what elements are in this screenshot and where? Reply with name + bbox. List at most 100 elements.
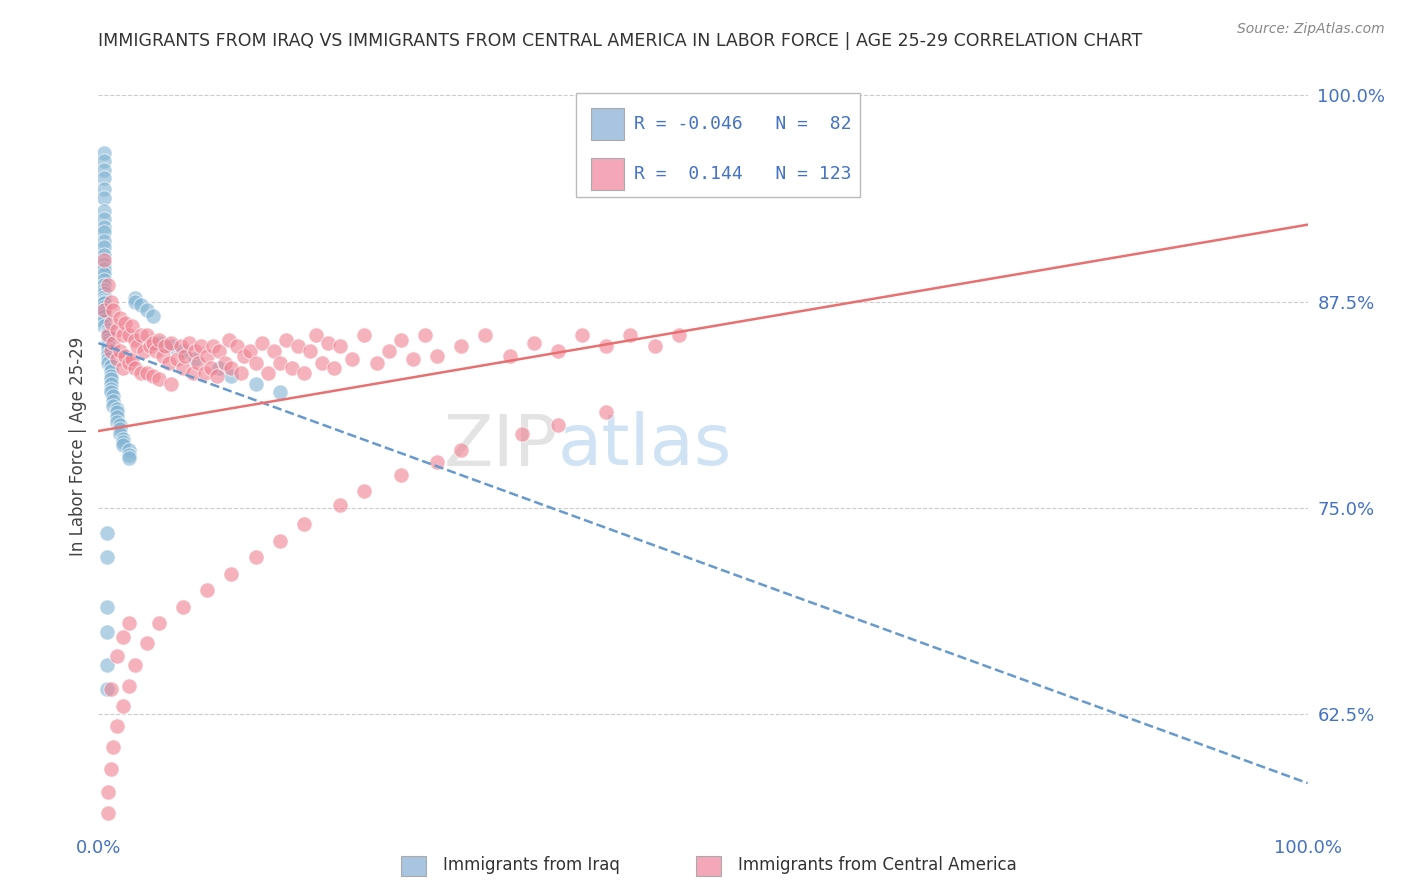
- Point: [353, 327, 375, 342]
- Point: [172, 360, 194, 375]
- Point: [111, 432, 134, 446]
- Point: [160, 377, 183, 392]
- Point: [93, 294, 115, 309]
- Point: [111, 630, 134, 644]
- Point: [100, 368, 122, 383]
- Point: [619, 327, 641, 342]
- Point: [523, 335, 546, 350]
- Point: [229, 366, 252, 380]
- Point: [353, 484, 375, 499]
- Point: [190, 339, 212, 353]
- Text: Immigrants from Central America: Immigrants from Central America: [738, 856, 1017, 874]
- Point: [148, 372, 170, 386]
- Point: [644, 339, 666, 353]
- Point: [194, 366, 217, 380]
- Point: [93, 296, 115, 310]
- Point: [97, 335, 120, 350]
- Point: [139, 339, 162, 353]
- Point: [214, 356, 236, 370]
- Text: atlas: atlas: [558, 411, 733, 481]
- Point: [100, 382, 122, 396]
- Point: [105, 401, 128, 416]
- Point: [413, 327, 436, 342]
- Point: [96, 550, 118, 565]
- Point: [100, 762, 122, 776]
- Point: [108, 418, 131, 433]
- Point: [93, 283, 115, 297]
- Point: [118, 451, 141, 466]
- Point: [93, 257, 115, 271]
- Point: [93, 225, 115, 239]
- Point: [135, 366, 157, 380]
- Point: [97, 326, 120, 340]
- Point: [292, 517, 315, 532]
- Point: [129, 366, 152, 380]
- Point: [323, 360, 346, 375]
- Point: [256, 366, 278, 380]
- Point: [135, 302, 157, 317]
- Point: [218, 333, 240, 347]
- Point: [93, 314, 115, 328]
- Point: [93, 191, 115, 205]
- Point: [179, 335, 201, 350]
- Point: [142, 310, 165, 324]
- Point: [111, 360, 134, 375]
- Point: [96, 599, 118, 614]
- Text: R = -0.046   N =  82: R = -0.046 N = 82: [634, 115, 852, 133]
- Point: [166, 352, 188, 367]
- Point: [96, 525, 118, 540]
- Point: [93, 273, 115, 287]
- Point: [124, 333, 146, 347]
- Point: [377, 344, 399, 359]
- Point: [108, 344, 131, 359]
- Point: [101, 389, 124, 403]
- Point: [226, 339, 249, 353]
- Point: [97, 343, 120, 357]
- Point: [100, 682, 122, 697]
- Point: [129, 327, 152, 342]
- Point: [93, 240, 115, 254]
- Point: [93, 286, 115, 301]
- Point: [93, 234, 115, 248]
- Point: [153, 339, 176, 353]
- Point: [181, 366, 204, 380]
- FancyBboxPatch shape: [576, 93, 860, 197]
- Point: [547, 344, 569, 359]
- Point: [245, 550, 267, 565]
- Point: [93, 182, 115, 196]
- Point: [93, 319, 115, 334]
- Point: [668, 327, 690, 342]
- Text: ZIP: ZIP: [443, 411, 558, 481]
- Point: [100, 364, 122, 378]
- Point: [134, 344, 156, 359]
- Point: [93, 154, 115, 169]
- Text: R =  0.144   N = 123: R = 0.144 N = 123: [634, 165, 852, 183]
- Point: [111, 438, 134, 452]
- Point: [93, 302, 115, 317]
- Point: [329, 339, 352, 353]
- Point: [402, 352, 425, 367]
- Point: [202, 339, 225, 353]
- Point: [105, 718, 128, 732]
- Point: [342, 352, 364, 367]
- Point: [101, 740, 124, 755]
- Point: [93, 162, 115, 177]
- Point: [93, 253, 115, 268]
- Point: [100, 377, 122, 392]
- Point: [571, 327, 593, 342]
- Point: [135, 636, 157, 650]
- Point: [195, 583, 218, 598]
- Point: [195, 349, 218, 363]
- Point: [93, 203, 115, 218]
- Point: [208, 360, 231, 375]
- Point: [127, 339, 149, 353]
- Point: [316, 335, 339, 350]
- Point: [93, 293, 115, 307]
- Point: [96, 624, 118, 639]
- Point: [101, 302, 124, 317]
- Point: [595, 339, 617, 353]
- Point: [221, 360, 243, 375]
- Point: [121, 319, 143, 334]
- Point: [172, 599, 194, 614]
- Point: [474, 327, 496, 342]
